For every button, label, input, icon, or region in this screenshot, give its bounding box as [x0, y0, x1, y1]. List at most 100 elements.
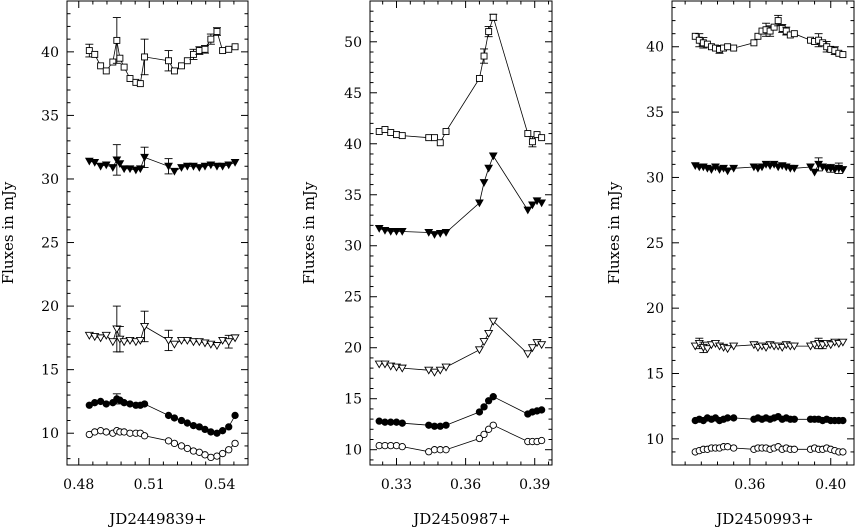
data-point — [475, 408, 484, 416]
data-point — [108, 338, 118, 347]
y-tick-label: 30 — [646, 170, 664, 186]
data-point — [489, 393, 497, 401]
data-point — [182, 336, 192, 345]
y-tick-label: 45 — [344, 86, 362, 102]
data-point — [819, 39, 827, 47]
y-tick-label: 30 — [344, 239, 362, 255]
series-line — [379, 15, 542, 144]
data-point — [707, 166, 716, 174]
data-point — [201, 451, 209, 459]
x-tick-label: 0.51 — [134, 477, 165, 493]
data-point — [126, 400, 134, 408]
data-point — [826, 341, 836, 350]
y-tick-label: 40 — [646, 40, 664, 56]
series-filled-circles — [85, 393, 239, 437]
data-point — [387, 129, 395, 137]
data-point — [380, 227, 390, 235]
data-point — [164, 437, 173, 445]
data-point — [225, 45, 233, 53]
data-point — [484, 425, 493, 433]
x-axis-label: JD2450993+ — [714, 510, 813, 528]
data-point — [430, 231, 439, 239]
data-point — [119, 338, 129, 347]
data-point — [475, 434, 484, 443]
y-tick-label: 35 — [41, 108, 59, 124]
data-point — [169, 340, 180, 349]
series-squares — [85, 17, 239, 88]
data-point — [139, 322, 150, 331]
data-point — [757, 163, 767, 172]
data-point — [441, 229, 451, 237]
data-point — [442, 421, 450, 429]
data-point — [839, 416, 847, 425]
data-point — [750, 39, 758, 47]
series-filled-triangles — [84, 144, 240, 176]
data-point — [435, 366, 445, 375]
y-tick-label: 50 — [344, 35, 362, 51]
data-point — [480, 430, 488, 439]
data-point — [730, 44, 738, 52]
data-point — [218, 336, 228, 345]
data-point — [537, 406, 546, 414]
data-point — [170, 414, 179, 422]
y-tick-label: 40 — [41, 45, 59, 61]
data-point — [189, 447, 198, 455]
data-point — [188, 338, 199, 347]
data-point — [170, 167, 179, 176]
series-open-circles — [691, 443, 847, 456]
data-point — [120, 428, 128, 436]
y-axis-label: Fluxes in mJy — [300, 181, 318, 284]
data-point — [398, 419, 406, 427]
y-tick-label: 20 — [344, 341, 362, 357]
data-point — [442, 446, 450, 454]
data-point — [723, 414, 732, 422]
y-tick-label: 10 — [344, 443, 362, 459]
data-point — [182, 162, 192, 171]
data-point — [475, 75, 483, 82]
data-point — [431, 134, 438, 142]
data-point — [723, 167, 732, 176]
data-point — [125, 165, 135, 174]
data-point — [790, 445, 798, 453]
data-point — [219, 47, 227, 55]
series-filled-circles — [691, 412, 847, 425]
data-point — [164, 162, 173, 171]
data-point — [488, 152, 498, 161]
data-point — [523, 350, 533, 359]
data-point — [375, 417, 383, 425]
data-point — [723, 345, 733, 354]
data-point — [537, 199, 547, 208]
data-point — [170, 439, 179, 448]
data-point — [386, 228, 396, 236]
data-point — [91, 399, 99, 407]
data-point — [425, 134, 433, 142]
y-tick-label: 30 — [41, 172, 59, 188]
y-tick-label: 10 — [646, 432, 664, 448]
data-point — [212, 342, 222, 351]
data-point — [163, 336, 174, 345]
series-open-circles — [375, 421, 546, 456]
x-tick-label: 0.36 — [734, 477, 765, 493]
data-point — [480, 403, 488, 411]
y-axis-label: Fluxes in mJy — [605, 181, 623, 284]
data-point — [436, 139, 444, 147]
data-point — [207, 428, 215, 436]
series-open-triangles — [690, 337, 848, 354]
data-point — [206, 161, 216, 170]
data-point — [474, 346, 485, 355]
data-point — [435, 230, 445, 238]
data-point — [90, 158, 100, 167]
data-point — [754, 32, 762, 40]
data-point — [113, 36, 121, 44]
data-point — [189, 162, 198, 171]
series-open-circles — [85, 427, 239, 462]
panel-3: 10 15 20 25 30 35 40 0.36 0.40 JD2450993+ Fluxes i… — [605, 0, 855, 528]
data-point — [527, 344, 537, 353]
data-point — [538, 134, 546, 142]
data-point — [397, 364, 407, 373]
data-point — [488, 317, 498, 326]
data-point — [398, 442, 406, 451]
series-open-triangles — [84, 305, 240, 353]
series-line — [379, 155, 542, 235]
x-tick-label: 0.40 — [815, 477, 846, 493]
